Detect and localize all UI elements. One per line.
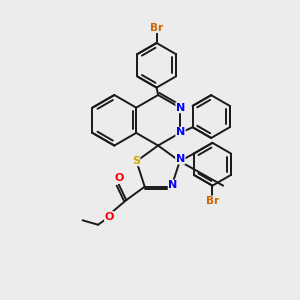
Text: N: N [176,127,185,137]
Text: N: N [176,154,185,164]
Text: S: S [132,156,140,166]
Text: Br: Br [150,22,163,32]
Text: N: N [176,103,185,112]
Text: O: O [105,212,114,222]
Text: Br: Br [206,196,219,206]
Text: O: O [114,173,124,183]
Text: N: N [168,180,178,190]
